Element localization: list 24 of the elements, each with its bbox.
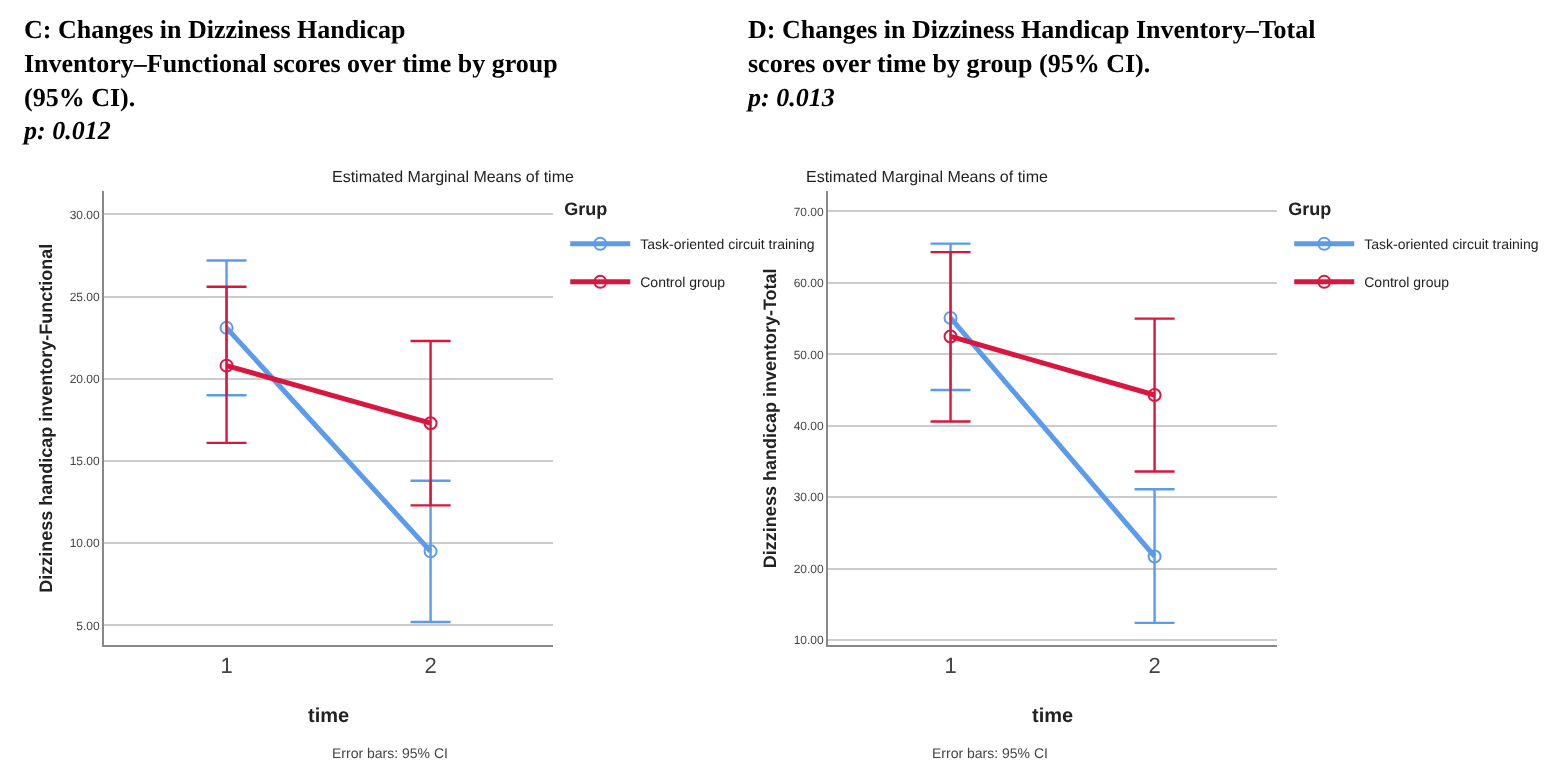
text: p: 0.012 (22, 115, 112, 146)
chart-subtitle: Estimated Marginal Means of time (332, 168, 575, 186)
x-tick-label: 1 (220, 655, 233, 680)
chart-title: D: Changes in Dizziness Handicap Inventory–Total scores over time by group (95% CI). (748, 14, 1317, 78)
x-axis-title: time (308, 706, 350, 729)
point (423, 544, 438, 559)
legend-title: Grup (1288, 198, 1333, 219)
y-axis-title: Dizziness handicap inventory-Total (760, 268, 781, 569)
x-tick-label: 2 (1148, 655, 1161, 680)
x-tick-label: 2 (424, 655, 437, 680)
x-tick-label: 1 (944, 655, 957, 680)
chart-title: C: Changes in Dizziness Handicap Inventory–Functional scores over time by group (95% CI). (24, 14, 558, 112)
legend-title: Grup (564, 198, 609, 219)
point (943, 310, 958, 325)
point (219, 358, 234, 373)
text: p: 0.013 (746, 81, 836, 112)
chart-subtitle: Estimated Marginal Means of time (806, 168, 1049, 186)
point (219, 320, 234, 335)
x-axis-title: time (1032, 706, 1074, 729)
point (943, 329, 958, 344)
point (1147, 388, 1162, 403)
y-axis-title: Dizziness handicap inventory-Functional (36, 243, 57, 593)
point (423, 416, 438, 431)
point (1147, 549, 1162, 564)
